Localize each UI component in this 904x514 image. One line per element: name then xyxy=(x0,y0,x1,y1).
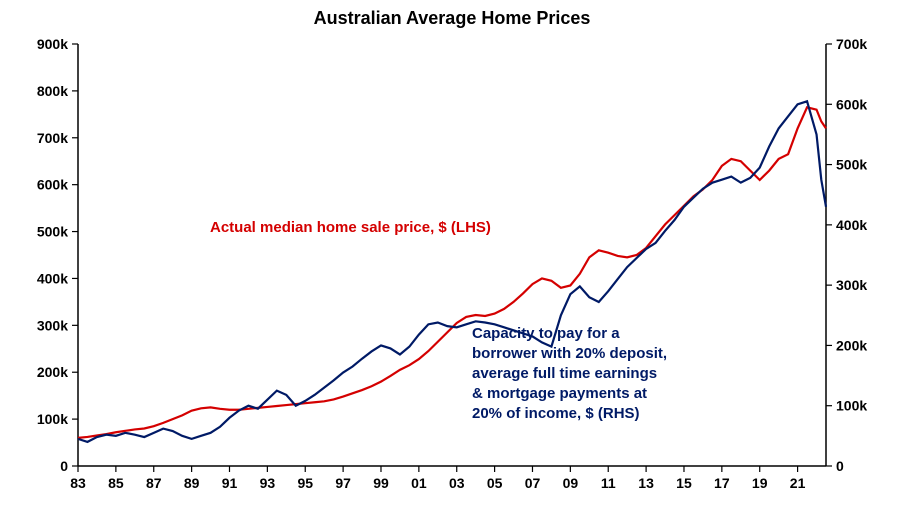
x-tick-label: 87 xyxy=(146,475,162,491)
y-left-tick-label: 100k xyxy=(37,411,68,427)
x-tick-label: 01 xyxy=(411,475,427,491)
chart-svg: Australian Average Home Prices 0 100k 200k 3… xyxy=(0,0,904,514)
chart-container: Australian Average Home Prices 0 100k 200k 3… xyxy=(0,0,904,514)
rhs-annot-line: Capacity to pay for a xyxy=(472,325,620,342)
rhs-annot-line: 20% of income, $ (RHS) xyxy=(472,405,640,422)
y-left-tick-label: 900k xyxy=(37,36,68,52)
y-right-tick-label: 600k xyxy=(836,96,867,112)
x-tick-label: 97 xyxy=(335,475,351,491)
x-tick-label: 83 xyxy=(70,475,86,491)
y-right-tick-label: 300k xyxy=(836,277,867,293)
y-right-tick-label: 200k xyxy=(836,337,867,353)
chart-title: Australian Average Home Prices xyxy=(314,8,591,28)
rhs-annot: Capacity to pay for a borrower with 20% d… xyxy=(472,325,667,422)
y-left-tick-label: 700k xyxy=(37,130,68,146)
y-right-tick-label: 500k xyxy=(836,157,867,173)
rhs-annot-line: & mortgage payments at xyxy=(472,385,647,402)
series-capacity-to-pay xyxy=(78,101,826,442)
lhs-annot: Actual median home sale price, $ (LHS) xyxy=(210,219,491,236)
rhs-annot-line: average full time earnings xyxy=(472,365,657,382)
rhs-annot-line: borrower with 20% deposit, xyxy=(472,345,667,362)
x-tick-label: 17 xyxy=(714,475,730,491)
y-left-tick-label: 800k xyxy=(37,83,68,99)
x-tick-label: 15 xyxy=(676,475,692,491)
y-left-tick-label: 600k xyxy=(37,177,68,193)
y-right-tick-label: 0 xyxy=(836,458,844,474)
series-actual-median-home-price xyxy=(78,107,826,438)
x-tick-label: 19 xyxy=(752,475,768,491)
x-tick-label: 99 xyxy=(373,475,389,491)
y-left-tick-label: 200k xyxy=(37,364,68,380)
y-right-tick-label: 700k xyxy=(836,36,867,52)
lhs-annot-line: Actual median home sale price, $ (LHS) xyxy=(210,219,491,236)
x-tick-label: 03 xyxy=(449,475,465,491)
x-tick-label: 07 xyxy=(525,475,541,491)
x-tick-label: 09 xyxy=(563,475,579,491)
x-tick-label: 91 xyxy=(222,475,238,491)
y-left-tick-label: 0 xyxy=(60,458,68,474)
y-right-tick-label: 400k xyxy=(836,217,867,233)
x-tick-label: 85 xyxy=(108,475,124,491)
x-tick-label: 89 xyxy=(184,475,200,491)
x-tick-label: 05 xyxy=(487,475,503,491)
x-tick-label: 21 xyxy=(790,475,806,491)
y-left-tick-label: 400k xyxy=(37,270,68,286)
x-tick-label: 11 xyxy=(601,475,616,491)
x-tick-label: 93 xyxy=(260,475,276,491)
x-tick-label: 95 xyxy=(297,475,313,491)
y-right-tick-label: 100k xyxy=(836,398,867,414)
y-left-tick-label: 500k xyxy=(37,224,68,240)
x-tick-label: 13 xyxy=(638,475,654,491)
y-left-tick-label: 300k xyxy=(37,317,68,333)
